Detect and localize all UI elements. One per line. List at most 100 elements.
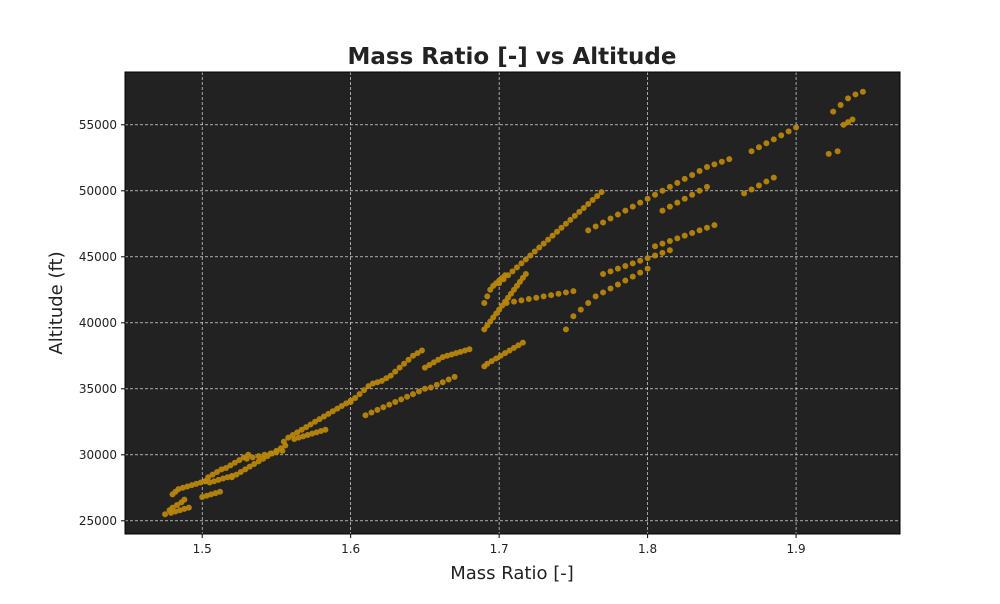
data-point	[227, 462, 234, 469]
data-point	[439, 379, 446, 386]
data-point	[228, 474, 235, 481]
data-point	[562, 326, 569, 333]
data-point	[703, 164, 710, 171]
data-point	[368, 409, 375, 416]
data-point	[845, 95, 852, 102]
data-point	[374, 406, 381, 413]
data-point	[505, 272, 512, 279]
data-point	[303, 424, 310, 431]
data-point	[205, 474, 212, 481]
data-point	[659, 187, 666, 194]
data-point	[285, 434, 292, 441]
data-point	[748, 148, 755, 155]
data-point	[392, 368, 399, 375]
data-point	[334, 405, 341, 412]
data-point	[329, 408, 336, 415]
data-point	[445, 376, 452, 383]
data-point	[251, 461, 258, 468]
data-point	[451, 373, 458, 380]
data-point	[410, 391, 417, 398]
data-point	[430, 359, 437, 366]
data-point	[830, 108, 837, 115]
data-point	[386, 401, 393, 408]
data-point	[361, 387, 368, 394]
data-point	[540, 240, 547, 247]
data-point	[493, 355, 500, 362]
data-point	[711, 161, 718, 168]
data-point	[515, 342, 522, 349]
data-point	[162, 511, 169, 518]
x-tick-label: 1.5	[193, 542, 212, 556]
data-point	[607, 285, 614, 292]
data-point	[401, 360, 408, 367]
data-point	[433, 381, 440, 388]
data-point	[785, 128, 792, 135]
data-point	[585, 201, 592, 207]
data-point	[607, 215, 614, 222]
data-point	[834, 148, 841, 155]
data-point	[484, 293, 491, 300]
data-point	[696, 168, 703, 174]
data-point	[696, 227, 703, 234]
data-point	[545, 236, 552, 243]
data-point	[778, 132, 785, 139]
x-tick-label: 1.7	[490, 542, 509, 556]
data-point	[267, 450, 274, 457]
y-axis: 25000 30000 35000 40000 45000 50000 55000	[79, 118, 125, 528]
data-point	[484, 360, 491, 367]
data-point	[852, 91, 859, 98]
data-point	[481, 300, 488, 306]
x-tick-label: 1.9	[787, 542, 806, 556]
chart-title: Mass Ratio [-] vs Altitude	[348, 44, 677, 70]
data-point	[644, 195, 651, 202]
data-point	[637, 199, 644, 206]
data-point	[703, 183, 710, 190]
data-point	[614, 211, 621, 218]
data-point	[362, 412, 369, 419]
data-point	[531, 248, 538, 255]
y-tick-label: 40000	[79, 316, 117, 330]
data-point	[502, 350, 509, 357]
data-point	[755, 144, 762, 151]
data-point	[845, 119, 852, 126]
data-point	[279, 447, 286, 454]
data-point	[696, 187, 703, 194]
y-tick-label: 30000	[79, 448, 117, 462]
data-point	[488, 358, 495, 365]
data-point	[347, 399, 354, 405]
y-tick-label: 35000	[79, 382, 117, 396]
data-point	[674, 235, 681, 242]
data-point	[404, 393, 411, 400]
data-point	[503, 300, 510, 306]
grid-lines	[125, 72, 900, 534]
data-point	[614, 265, 621, 272]
data-point	[755, 182, 762, 189]
data-point	[536, 244, 543, 251]
data-point	[718, 158, 725, 165]
data-point	[522, 270, 529, 277]
data-point	[652, 252, 659, 259]
data-point	[770, 136, 777, 143]
data-point	[261, 451, 268, 458]
data-point	[614, 281, 621, 288]
data-point	[365, 383, 372, 390]
data-point	[496, 280, 503, 287]
data-point	[173, 501, 180, 508]
data-point	[681, 195, 688, 202]
data-point	[522, 256, 529, 263]
data-point	[589, 197, 596, 204]
data-point	[294, 429, 301, 436]
data-point	[689, 171, 696, 178]
data-point	[222, 465, 229, 471]
data-point	[209, 471, 216, 478]
data-point	[570, 288, 577, 295]
data-point	[598, 189, 605, 196]
data-point	[622, 207, 629, 214]
data-point	[527, 252, 534, 259]
plot-frame	[124, 71, 901, 535]
data-point	[666, 183, 673, 190]
data-point	[689, 191, 696, 198]
data-point	[666, 237, 673, 244]
data-point	[396, 364, 403, 371]
